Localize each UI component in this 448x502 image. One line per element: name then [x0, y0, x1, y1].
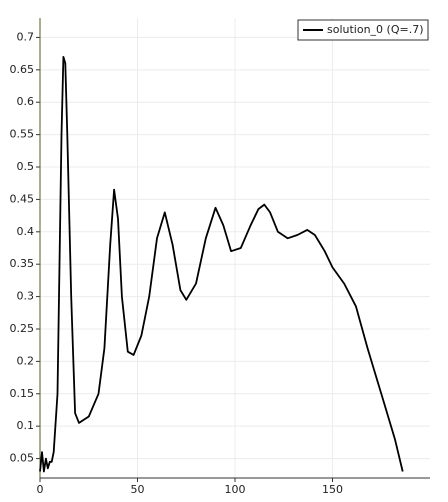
y-tick-label: 0.25	[10, 322, 35, 335]
y-tick-label: 0.6	[17, 95, 35, 108]
y-tick-label: 0.15	[10, 387, 35, 400]
x-tick-label: 0	[37, 483, 44, 496]
line	[39, 56, 404, 473]
x-tick-label: 50	[131, 483, 145, 496]
y-tick-label: 0.45	[10, 192, 35, 205]
y-tick-label: 0.5	[17, 160, 35, 173]
y-tick-label: 0.55	[10, 128, 35, 141]
x-tick-label: 100	[225, 483, 246, 496]
y-tick-label: 0.4	[17, 225, 35, 238]
legend-box	[297, 19, 429, 41]
y-tick-label: 0.1	[17, 419, 35, 432]
x-tick-label: 150	[322, 483, 343, 496]
y-tick-label: 0.7	[17, 30, 35, 43]
y-tick-label: 0.3	[17, 290, 35, 303]
legend-label: solution_0 (Q=.7)	[327, 23, 424, 36]
y-tick-label: 0.05	[10, 452, 35, 465]
y-tick-label: 0.35	[10, 257, 35, 270]
y-tick-label: 0.2	[17, 354, 35, 367]
y-tick-label: 0.65	[10, 63, 35, 76]
